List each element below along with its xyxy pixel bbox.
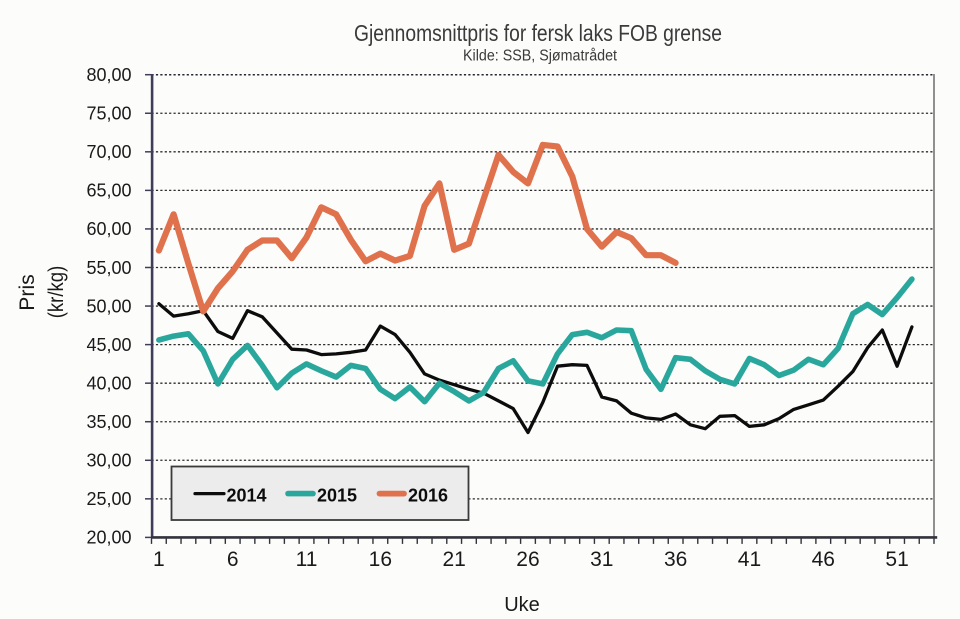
svg-text:25,00: 25,00 [86, 489, 131, 509]
svg-text:75,00: 75,00 [86, 104, 131, 124]
svg-text:11: 11 [296, 548, 318, 571]
svg-text:65,00: 65,00 [86, 181, 131, 201]
svg-text:21: 21 [442, 548, 465, 571]
svg-text:40,00: 40,00 [86, 373, 131, 393]
svg-text:2015: 2015 [317, 486, 357, 506]
svg-text:46: 46 [812, 548, 835, 571]
svg-text:2016: 2016 [408, 486, 448, 506]
svg-text:Gjennomsnittpris for fersk lak: Gjennomsnittpris for fersk laks FOB gren… [354, 20, 722, 46]
svg-text:35,00: 35,00 [86, 412, 131, 432]
svg-text:20,00: 20,00 [86, 528, 131, 548]
svg-text:6: 6 [227, 548, 239, 571]
svg-text:50,00: 50,00 [86, 296, 131, 316]
svg-text:55,00: 55,00 [86, 258, 131, 278]
svg-text:31: 31 [590, 548, 613, 571]
svg-text:1: 1 [153, 548, 165, 571]
svg-text:41: 41 [738, 548, 761, 571]
svg-text:60,00: 60,00 [86, 219, 131, 239]
svg-text:80,00: 80,00 [86, 65, 131, 85]
svg-text:16: 16 [369, 548, 392, 571]
svg-text:45,00: 45,00 [86, 335, 131, 355]
svg-text:51: 51 [885, 548, 908, 571]
svg-text:Uke: Uke [504, 594, 540, 614]
svg-text:(kr/kg): (kr/kg) [44, 266, 68, 319]
svg-text:36: 36 [664, 548, 687, 571]
svg-text:2014: 2014 [227, 486, 267, 506]
svg-text:70,00: 70,00 [86, 142, 131, 162]
svg-text:Kilde: SSB, Sjømatrådet: Kilde: SSB, Sjømatrådet [463, 48, 618, 65]
svg-text:Pris: Pris [15, 274, 39, 311]
svg-text:30,00: 30,00 [86, 451, 131, 471]
svg-text:26: 26 [516, 548, 539, 571]
